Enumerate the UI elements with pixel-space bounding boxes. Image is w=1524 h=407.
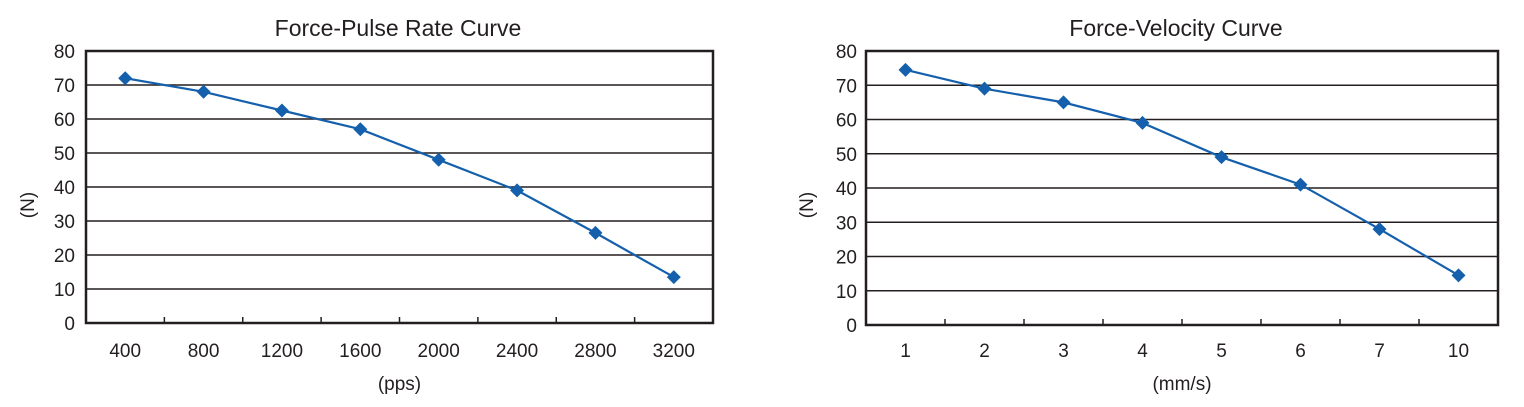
chart-1-data-point bbox=[666, 270, 681, 285]
chart-2-title: Force-Velocity Curve bbox=[1069, 15, 1282, 41]
chart-2-data-point bbox=[1214, 150, 1229, 165]
chart-2-y-tick-label: 60 bbox=[836, 111, 857, 132]
chart-2-x-tick-label: 6 bbox=[1295, 341, 1306, 362]
chart-2-x-tick-label: 10 bbox=[1448, 341, 1469, 362]
chart-2-data-point bbox=[977, 81, 992, 96]
chart-2-data-point bbox=[1056, 95, 1071, 110]
chart-1-x-tick-label: 1200 bbox=[261, 341, 303, 362]
chart-2-y-tick-label: 20 bbox=[836, 248, 857, 269]
chart-1-data-point bbox=[431, 152, 446, 167]
chart-2-data-point bbox=[898, 62, 913, 77]
chart-1-y-tick-label: 60 bbox=[54, 110, 75, 131]
chart-1-x-tick-label: 2800 bbox=[574, 341, 616, 362]
chart-1-x-tick-label: 2400 bbox=[496, 341, 538, 362]
chart-2-x-tick-label: 3 bbox=[1058, 341, 1069, 362]
chart-1-data-point bbox=[588, 225, 603, 240]
chart-1-y-tick-label: 40 bbox=[54, 178, 75, 199]
chart-1-y-tick-label: 20 bbox=[54, 246, 75, 267]
chart-1-x-axis-title: (pps) bbox=[378, 374, 421, 395]
chart-2-x-tick-label: 2 bbox=[979, 341, 990, 362]
chart-1-y-tick-label: 10 bbox=[54, 280, 75, 301]
chart-1-data-point bbox=[353, 122, 368, 137]
chart-1-x-tick-label: 3200 bbox=[653, 341, 695, 362]
chart-1-data-point bbox=[510, 183, 525, 198]
chart-2-y-tick-label: 10 bbox=[836, 282, 857, 303]
chart-1-y-tick-label: 0 bbox=[64, 314, 75, 335]
chart-2-x-tick-label: 4 bbox=[1137, 341, 1148, 362]
chart-1-data-point bbox=[118, 71, 133, 86]
chart-1-y-tick-label: 30 bbox=[54, 212, 75, 233]
chart-2-data-point bbox=[1451, 268, 1466, 283]
chart-1-y-axis-title: (N) bbox=[18, 192, 39, 218]
chart-1-data-point bbox=[274, 103, 289, 118]
chart-2-data-point bbox=[1372, 222, 1387, 237]
chart-1-y-tick-label: 70 bbox=[54, 76, 75, 97]
chart-2-y-tick-label: 70 bbox=[836, 76, 857, 97]
chart-1-data-point bbox=[196, 84, 211, 99]
chart-2-y-tick-label: 40 bbox=[836, 179, 857, 200]
chart-2-y-tick-label: 0 bbox=[846, 316, 857, 337]
chart-1-x-tick-label: 400 bbox=[109, 341, 141, 362]
chart-1-x-tick-label: 800 bbox=[188, 341, 220, 362]
chart-2-x-tick-label: 5 bbox=[1216, 341, 1227, 362]
chart-2-x-axis-title: (mm/s) bbox=[1152, 374, 1211, 395]
chart-2-y-axis-title: (N) bbox=[797, 192, 818, 218]
chart-2-y-tick-label: 50 bbox=[836, 145, 857, 166]
chart-1-x-tick-label: 1600 bbox=[339, 341, 381, 362]
chart-1-series-line bbox=[124, 77, 675, 279]
chart-2-y-tick-label: 80 bbox=[836, 42, 857, 63]
chart-2-data-point bbox=[1135, 115, 1150, 130]
chart-2-data-point bbox=[1293, 177, 1308, 192]
chart-1-y-tick-label: 80 bbox=[54, 42, 75, 63]
chart-2-x-tick-label: 1 bbox=[900, 341, 911, 362]
chart-2-x-tick-label: 7 bbox=[1374, 341, 1385, 362]
chart-1-x-tick-label: 2000 bbox=[418, 341, 460, 362]
chart-1-title: Force-Pulse Rate Curve bbox=[275, 15, 522, 41]
chart-2-series-line bbox=[905, 68, 1460, 277]
chart-1-y-tick-label: 50 bbox=[54, 144, 75, 165]
chart-2-y-tick-label: 30 bbox=[836, 213, 857, 234]
